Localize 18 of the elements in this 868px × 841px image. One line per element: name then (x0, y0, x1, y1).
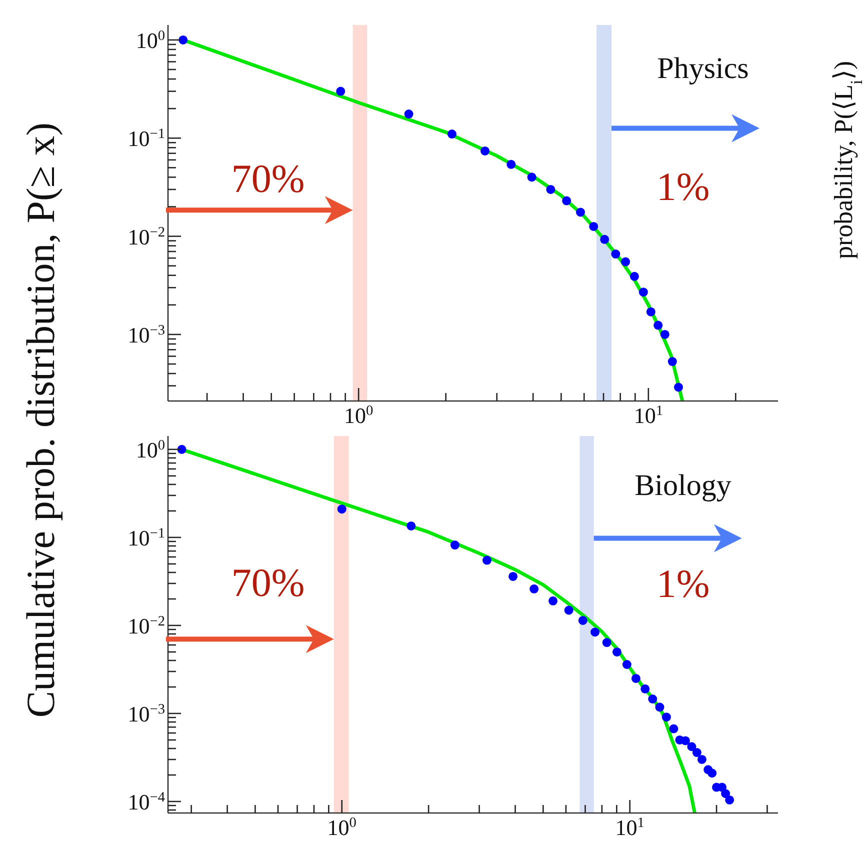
x-tick-label: 10$^{1}$ (634, 403, 663, 428)
y-tick-label: 10$^{−3}$ (128, 701, 165, 726)
annotation: 70% (231, 156, 305, 201)
y-tick-label: 10$^{−3}$ (128, 322, 165, 348)
annotation: Physics (657, 52, 749, 85)
annotation: 70% (231, 560, 305, 605)
y-tick-label: 10$^{0}$ (136, 437, 165, 462)
x-tick-label: 10$^{1}$ (615, 815, 644, 840)
y-tick-label: 10$^{−1}$ (128, 525, 165, 550)
y-tick-label: 10$^{−1}$ (128, 126, 165, 152)
y-tick-label: 10$^{−2}$ (128, 613, 165, 638)
annotation: 1% (656, 164, 710, 209)
annotation: 1% (656, 561, 710, 606)
y-tick-label: 10$^{−2}$ (128, 224, 165, 250)
annotation: Biology (634, 469, 732, 502)
y-tick-label: 10$^{0}$ (136, 28, 165, 53)
y-axis-title: Cumulative prob. distribution, P(≥ x) (18, 122, 63, 718)
y-tick-label: 10$^{−4}$ (128, 789, 165, 814)
